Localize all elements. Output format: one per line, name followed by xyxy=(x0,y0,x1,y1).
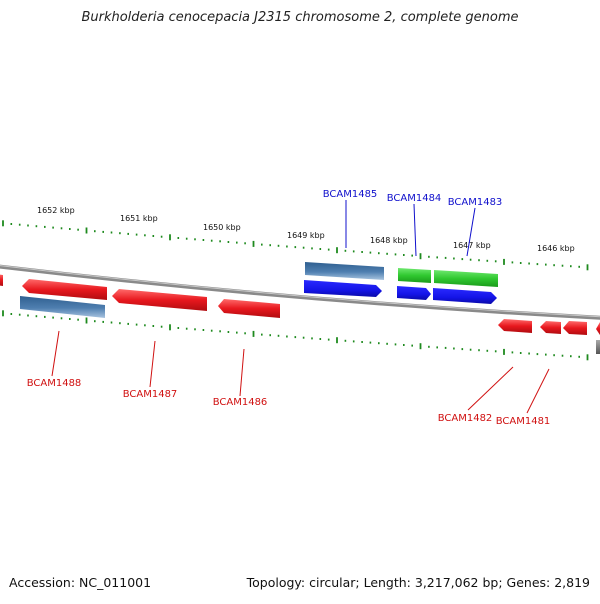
ruler-top-ticks xyxy=(2,220,589,271)
cds-red-1482[interactable] xyxy=(498,319,532,333)
gene-label[interactable]: BCAM1486 xyxy=(213,397,268,408)
gene-steel-1488[interactable] xyxy=(20,296,105,318)
accession-text: Accession: NC_011001 xyxy=(9,575,152,590)
gene-green-1483[interactable] xyxy=(434,270,498,287)
gene-label[interactable]: BCAM1487 xyxy=(123,389,178,400)
ruler-label: 1646 kbp xyxy=(537,244,575,253)
map-title: Burkholderia cenocepacia J2315 chromosom… xyxy=(81,10,519,25)
chromosome-backbone xyxy=(0,264,600,320)
ruler-labels: 1652 kbp 1651 kbp 1650 kbp 1649 kbp 1648… xyxy=(37,206,575,253)
ruler-bottom-ticks xyxy=(2,310,589,361)
ruler-label: 1648 kbp xyxy=(370,236,408,245)
ruler-label: 1650 kbp xyxy=(203,223,241,232)
chromosome-backbone-highlight xyxy=(0,265,600,318)
cds-red-1486[interactable] xyxy=(218,299,280,318)
cds-blue-1483[interactable] xyxy=(433,288,497,304)
gene-label[interactable]: BCAM1481 xyxy=(496,416,551,427)
cds-red-left-edge[interactable] xyxy=(0,274,3,286)
gene-green-1484[interactable] xyxy=(398,268,431,283)
ruler-label: 1652 kbp xyxy=(37,206,75,215)
genome-stats-text: Topology: circular; Length: 3,217,062 bp… xyxy=(246,575,590,590)
cds-red-1481b[interactable] xyxy=(563,321,587,335)
gene-labels-bottom: BCAM1488 BCAM1487 BCAM1486 BCAM1482 BCAM… xyxy=(27,378,551,427)
ruler-label: 1651 kbp xyxy=(120,214,158,223)
ruler-label: 1647 kbp xyxy=(453,241,491,250)
gene-labels-top: BCAM1485 BCAM1484 BCAM1483 xyxy=(323,189,503,208)
cds-red-1488[interactable] xyxy=(22,279,107,300)
gene-label[interactable]: BCAM1485 xyxy=(323,189,378,200)
cds-red-1481a[interactable] xyxy=(540,321,561,334)
cds-blue-1484[interactable] xyxy=(397,286,431,300)
gene-label[interactable]: BCAM1483 xyxy=(448,197,503,208)
gene-label[interactable]: BCAM1484 xyxy=(387,193,442,204)
gene-label[interactable]: BCAM1482 xyxy=(438,413,493,424)
cds-red-right-edge[interactable] xyxy=(596,322,600,335)
gene-steel-1485[interactable] xyxy=(305,262,384,280)
cds-red-1487[interactable] xyxy=(112,289,207,311)
leader-lines xyxy=(51,200,550,414)
cds-blue-1485[interactable] xyxy=(304,280,382,297)
ruler-label: 1649 kbp xyxy=(287,231,325,240)
gene-label[interactable]: BCAM1488 xyxy=(27,378,82,389)
gene-gray-right-edge[interactable] xyxy=(596,340,600,354)
